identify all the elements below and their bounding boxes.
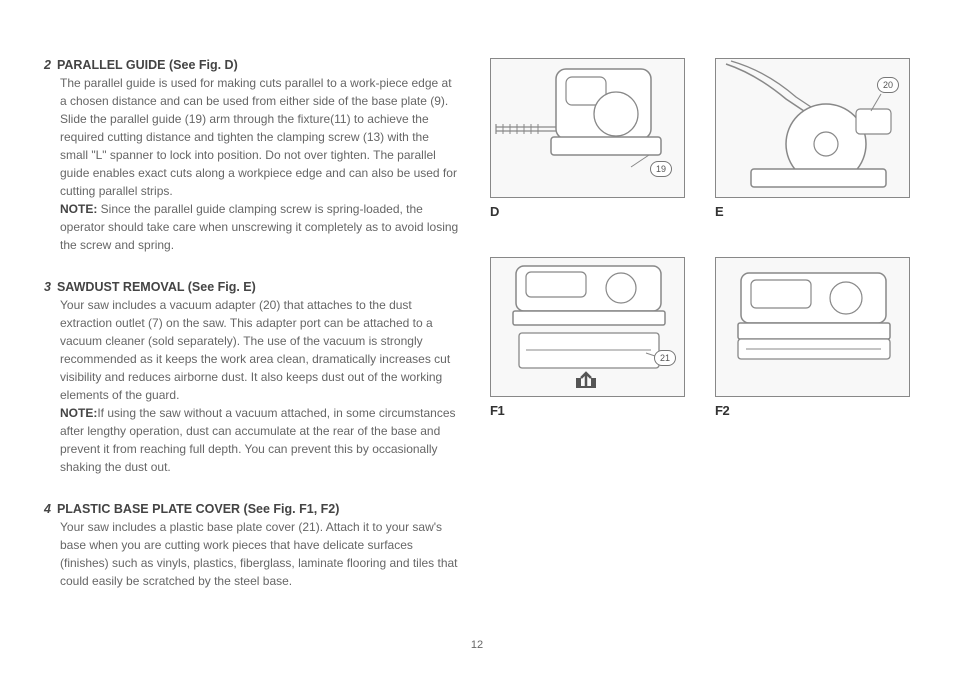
text-column: 2 PARALLEL GUIDE (See Fig. D) The parall… (44, 58, 460, 616)
figure-f1-label: F1 (490, 403, 685, 418)
figure-d-illustration (491, 59, 685, 198)
body-text: Your saw includes a plastic base plate c… (60, 520, 458, 588)
figure-column: 19 D 20 E (490, 58, 910, 616)
section-number: 2 (44, 58, 51, 72)
body-text: Your saw includes a vacuum adapter (20) … (60, 298, 450, 402)
section-body: The parallel guide is used for making cu… (44, 74, 460, 254)
figure-f1: 21 F1 (490, 257, 685, 418)
section-number: 3 (44, 280, 51, 294)
note-text: If using the saw without a vacuum attach… (60, 406, 456, 474)
section-title: PLASTIC BASE PLATE COVER (See Fig. F1, F… (57, 502, 339, 516)
figure-e: 20 E (715, 58, 910, 219)
section-number: 4 (44, 502, 51, 516)
note-label: NOTE: (60, 406, 97, 420)
figure-e-label: E (715, 204, 910, 219)
figure-f2-illustration (716, 258, 910, 397)
page-content: 2 PARALLEL GUIDE (See Fig. D) The parall… (44, 58, 910, 616)
callout-21: 21 (654, 350, 676, 366)
figure-f2-frame (715, 257, 910, 397)
callout-20: 20 (877, 77, 899, 93)
figure-d-label: D (490, 204, 685, 219)
section-body: Your saw includes a vacuum adapter (20) … (44, 296, 460, 476)
figure-f1-frame: 21 (490, 257, 685, 397)
figure-f1-illustration (491, 258, 685, 397)
note-label: NOTE: (60, 202, 97, 216)
figure-d-frame: 19 (490, 58, 685, 198)
section-sawdust-removal: 3 SAWDUST REMOVAL (See Fig. E) Your saw … (44, 280, 460, 476)
body-text: The parallel guide is used for making cu… (60, 76, 457, 198)
figure-row-2: 21 F1 F2 (490, 257, 910, 418)
section-title: PARALLEL GUIDE (See Fig. D) (57, 58, 238, 72)
figure-e-frame: 20 (715, 58, 910, 198)
section-base-plate-cover: 4 PLASTIC BASE PLATE COVER (See Fig. F1,… (44, 502, 460, 590)
note-text: Since the parallel guide clamping screw … (60, 202, 458, 252)
page-number: 12 (471, 639, 483, 651)
figure-row-1: 19 D 20 E (490, 58, 910, 219)
figure-f2-label: F2 (715, 403, 910, 418)
section-title: SAWDUST REMOVAL (See Fig. E) (57, 280, 256, 294)
section-parallel-guide: 2 PARALLEL GUIDE (See Fig. D) The parall… (44, 58, 460, 254)
figure-f2: F2 (715, 257, 910, 418)
callout-19: 19 (650, 161, 672, 177)
figure-d: 19 D (490, 58, 685, 219)
section-body: Your saw includes a plastic base plate c… (44, 518, 460, 590)
